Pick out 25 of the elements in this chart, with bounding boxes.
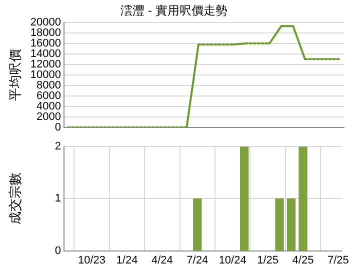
y-axis-title: 平均呎價: [7, 48, 22, 101]
y-tick-label: 6000: [36, 90, 61, 102]
y-tick-label: 14000: [30, 48, 61, 60]
y-tick-label: 8000: [36, 79, 61, 92]
y-tick-label: 4000: [36, 100, 61, 112]
chart-title: 澐灃 - 實用呎價走勢: [120, 4, 228, 18]
x-tick-label: 7/25: [327, 254, 349, 266]
x-tick-label: 1/24: [116, 254, 138, 266]
y-tick-label: 0: [54, 121, 61, 134]
x-tick-label: 10/23: [78, 254, 106, 266]
y-axis-title: 成交宗數: [7, 172, 22, 225]
y-tick-label: 12000: [30, 58, 61, 70]
y-tick-label: 1: [54, 192, 61, 205]
y-tick-label: 18000: [30, 26, 61, 39]
x-tick-label: 4/24: [151, 254, 173, 266]
x-tick-label: 10/24: [218, 254, 246, 266]
y-tick-label: 10000: [30, 68, 61, 81]
y-tick-label: 16000: [30, 37, 61, 50]
y-tick-label: 0: [54, 244, 61, 257]
y-tick-label: 20000: [30, 16, 61, 28]
x-tick-label: 7/24: [186, 254, 208, 266]
y-tick-label: 2: [54, 140, 61, 153]
x-tick-label: 4/25: [292, 254, 314, 266]
x-tick-label: 1/25: [257, 254, 278, 266]
y-tick-label: 2000: [36, 110, 61, 123]
